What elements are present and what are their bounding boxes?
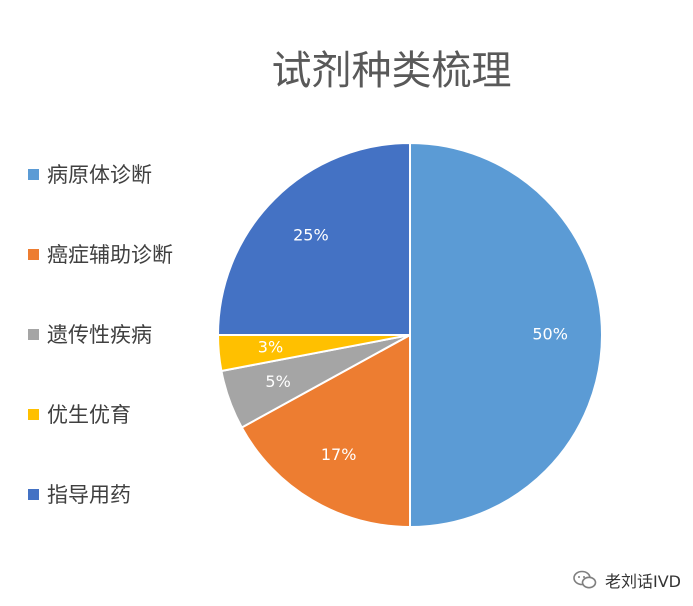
legend-item: 病原体诊断 (28, 134, 173, 214)
legend-label: 指导用药 (47, 483, 131, 507)
legend-label: 病原体诊断 (47, 163, 152, 187)
legend-item: 遗传性疾病 (28, 294, 173, 374)
slice-label: 5% (265, 372, 290, 391)
pie-slice (240, 333, 411, 529)
legend-swatch (28, 248, 39, 260)
legend-swatch (28, 328, 39, 340)
legend-item: 优生优育 (28, 374, 173, 454)
slice-label: 50% (532, 325, 568, 344)
legend-item: 癌症辅助诊断 (28, 214, 173, 294)
slice-label: 17% (321, 445, 357, 464)
slice-label: 3% (258, 338, 283, 357)
chart-legend: 病原体诊断癌症辅助诊断 遗传性疾病优生优育指导用药 (28, 134, 173, 534)
legend-swatch (28, 488, 39, 500)
legend-swatch (28, 408, 39, 420)
watermark: 老刘话IVD (573, 568, 681, 592)
legend-label: 优生优育 (47, 403, 131, 427)
watermark-text: 老刘话IVD (605, 572, 681, 591)
pie-slice (409, 141, 603, 529)
chart-title: 试剂种类梳理 (271, 48, 512, 94)
legend-label: 遗传性疾病 (47, 323, 152, 347)
wechat-icon (573, 570, 597, 589)
slice-label: 25% (293, 225, 329, 244)
legend-swatch (28, 168, 39, 180)
legend-item: 指导用药 (28, 454, 173, 534)
legend-label: 癌症辅助诊断 (47, 243, 173, 267)
pie-slice (216, 141, 411, 336)
